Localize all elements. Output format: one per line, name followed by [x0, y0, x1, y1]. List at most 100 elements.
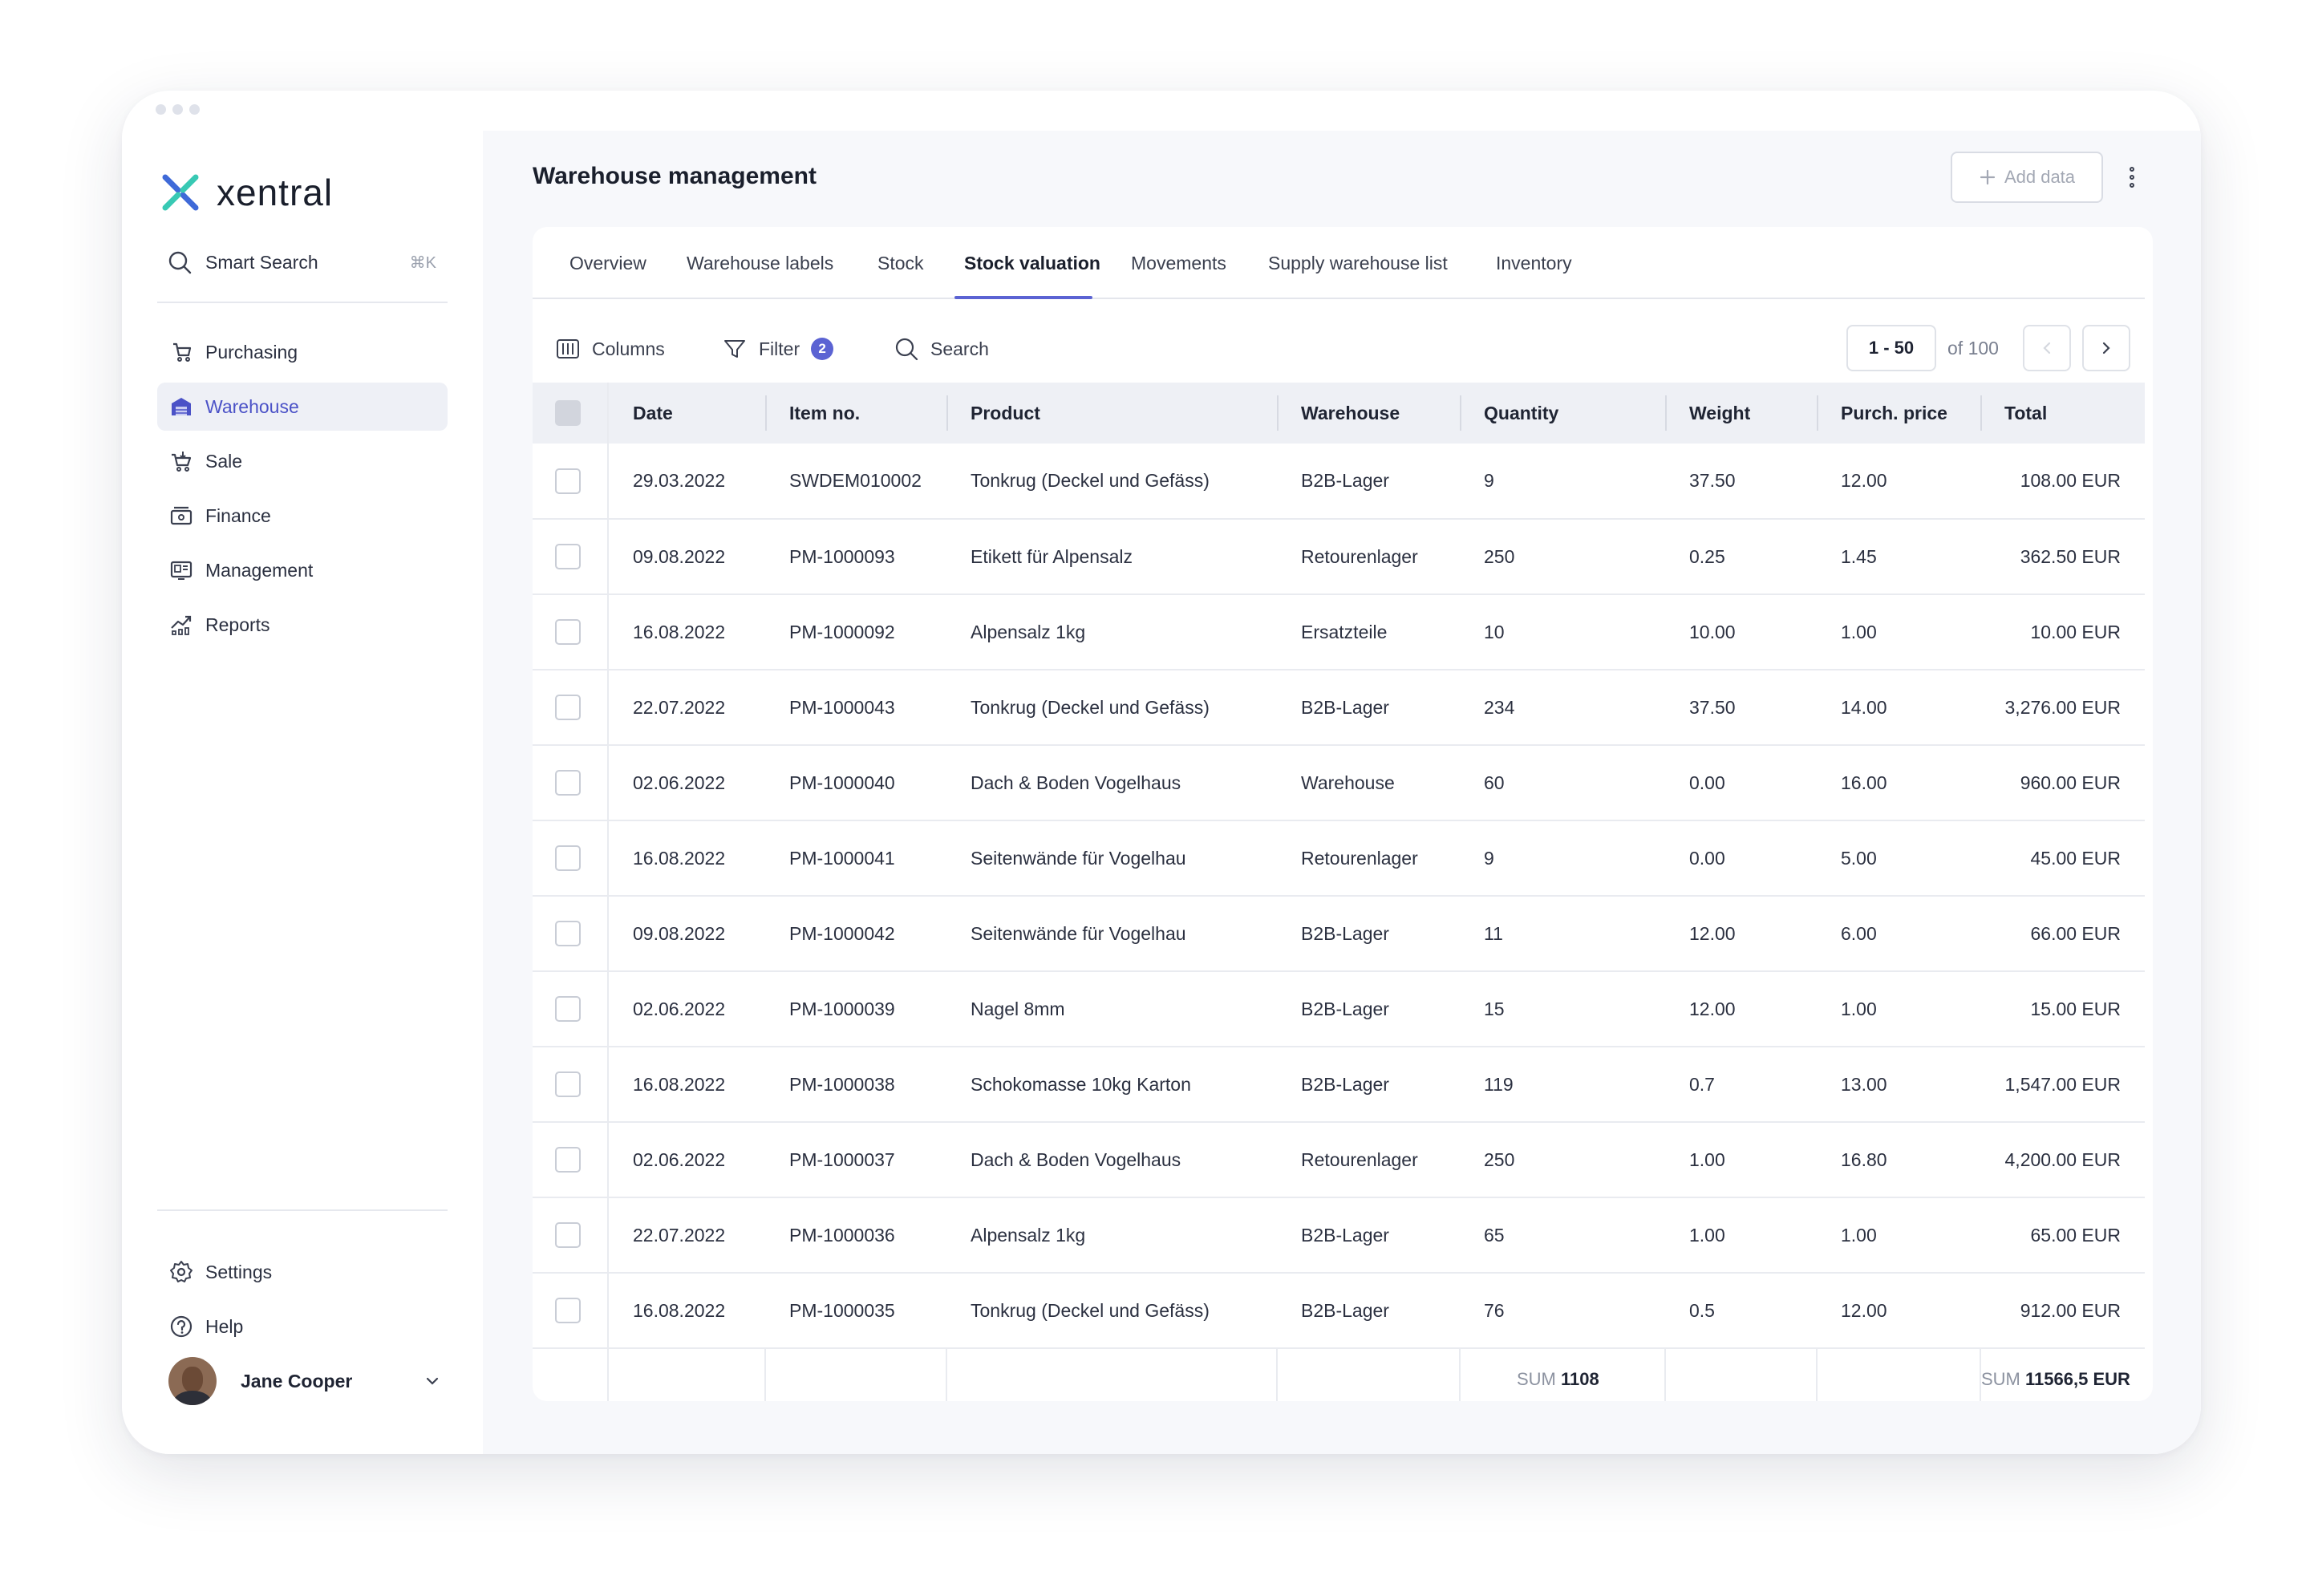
cell-item-no: PM-1000043: [789, 696, 895, 718]
tab-movements[interactable]: Movements: [1131, 252, 1226, 273]
sidebar-item-settings[interactable]: Settings: [157, 1248, 448, 1296]
cell-purch-price: 1.00: [1841, 1224, 1877, 1246]
add-data-button[interactable]: Add data: [1951, 152, 2103, 203]
row-checkbox[interactable]: [555, 1147, 581, 1173]
column-header-quantity[interactable]: Quantity: [1460, 383, 1665, 444]
sum-cell-empty: [946, 1348, 1278, 1401]
select-all-checkbox[interactable]: [555, 400, 581, 426]
cell-date: 16.08.2022: [633, 1299, 726, 1321]
columns-button[interactable]: Columns: [555, 301, 665, 397]
table-search[interactable]: Search: [894, 301, 989, 397]
filter-button[interactable]: Filter 2: [722, 301, 834, 397]
row-checkbox[interactable]: [555, 695, 581, 720]
table-row[interactable]: 02.06.2022 PM-1000040 Dach & Boden Vogelha…: [533, 745, 2145, 820]
brand-logo[interactable]: xentral: [160, 171, 333, 214]
cell-purch-price: 1.00: [1841, 621, 1877, 642]
row-checkbox[interactable]: [555, 619, 581, 645]
cell-total: 1,547.00 EUR: [2004, 1073, 2121, 1095]
cell-weight: 12.00: [1689, 998, 1736, 1019]
sidebar-item-label: Sale: [205, 450, 243, 472]
column-header-weight[interactable]: Weight: [1665, 383, 1817, 444]
table-row[interactable]: 09.08.2022 PM-1000042 Seitenwände für Voge…: [533, 896, 2145, 971]
row-checkbox[interactable]: [555, 770, 581, 796]
cell-item-no: PM-1000040: [789, 772, 895, 793]
cell-quantity: 10: [1484, 621, 1505, 642]
column-header-product[interactable]: Product: [946, 383, 1277, 444]
table-row[interactable]: 29.03.2022 SWDEM010002 Tonkrug (Deckel und…: [533, 444, 2145, 519]
user-menu[interactable]: Jane Cooper: [168, 1355, 441, 1407]
tab-stock-valuation[interactable]: Stock valuation: [964, 252, 1100, 273]
cell-date: 16.08.2022: [633, 847, 726, 869]
sidebar-item-finance[interactable]: Finance: [157, 492, 448, 540]
cell-purch-price: 12.00: [1841, 470, 1887, 491]
window-dot[interactable]: [172, 104, 183, 115]
window-dot[interactable]: [156, 104, 166, 115]
cell-item-no: PM-1000093: [789, 545, 895, 567]
gear-icon: [170, 1261, 192, 1282]
tab-stock[interactable]: Stock: [877, 252, 924, 273]
column-header-total[interactable]: Total: [1980, 383, 2145, 444]
prev-page-button[interactable]: [2023, 325, 2071, 371]
main-content: Warehouse management Add data Overview W…: [483, 131, 2201, 1454]
row-select-cell: [533, 896, 609, 971]
tab-supply-warehouse-list[interactable]: Supply warehouse list: [1268, 252, 1448, 273]
row-checkbox[interactable]: [555, 468, 581, 494]
row-checkbox[interactable]: [555, 921, 581, 946]
row-select-cell: [533, 1047, 609, 1122]
tab-inventory[interactable]: Inventory: [1496, 252, 1572, 273]
reports-icon: [171, 615, 192, 635]
table-row[interactable]: 16.08.2022 PM-1000041 Seitenwände für Voge…: [533, 820, 2145, 896]
tab-warehouse-labels[interactable]: Warehouse labels: [687, 252, 834, 273]
table-row[interactable]: 02.06.2022 PM-1000039 Nagel 8mm B2B-Lager 15…: [533, 971, 2145, 1047]
sidebar-item-sale[interactable]: Sale: [157, 437, 448, 485]
table-row[interactable]: 09.08.2022 PM-1000093 Etikett für Alpensal…: [533, 519, 2145, 594]
window-dot[interactable]: [189, 104, 200, 115]
row-checkbox[interactable]: [555, 1298, 581, 1323]
help-icon: [170, 1315, 192, 1338]
row-checkbox[interactable]: [555, 1222, 581, 1248]
active-tab-indicator: [954, 296, 1092, 299]
table-row[interactable]: 22.07.2022 PM-1000043 Tonkrug (Deckel und …: [533, 670, 2145, 745]
filter-icon: [724, 340, 745, 358]
cell-product: Tonkrug (Deckel und Gefäss): [971, 1299, 1210, 1321]
quantity-sum-value: 1108: [1561, 1368, 1599, 1389]
row-checkbox[interactable]: [555, 544, 581, 569]
columns-label: Columns: [592, 338, 665, 359]
sidebar-item-label: Help: [205, 1315, 244, 1337]
column-header-purch-price[interactable]: Purch. price: [1817, 383, 1980, 444]
purchasing-icon: [173, 342, 192, 362]
sidebar-item-reports[interactable]: Reports: [157, 601, 448, 649]
column-header-item-no[interactable]: Item no.: [765, 383, 946, 444]
row-checkbox[interactable]: [555, 845, 581, 871]
tab-overview[interactable]: Overview: [569, 252, 646, 273]
pagination-range[interactable]: 1 - 50: [1846, 325, 1936, 371]
sidebar-item-management[interactable]: Management: [157, 546, 448, 594]
sidebar-item-help[interactable]: Help: [157, 1302, 448, 1351]
cell-date: 09.08.2022: [633, 545, 726, 567]
more-options-icon[interactable]: [2124, 158, 2140, 196]
column-header-date[interactable]: Date: [633, 402, 673, 423]
bottom-nav: Settings Help: [157, 1248, 448, 1357]
row-checkbox[interactable]: [555, 996, 581, 1022]
cell-total: 65.00 EUR: [2030, 1224, 2121, 1246]
table-row[interactable]: 16.08.2022 PM-1000038 Schokomasse 10kg Kar…: [533, 1047, 2145, 1122]
smart-search-label: Smart Search: [205, 251, 318, 273]
columns-icon: [557, 339, 579, 358]
row-checkbox[interactable]: [555, 1071, 581, 1097]
cell-weight: 0.00: [1689, 772, 1725, 793]
table-row[interactable]: 22.07.2022 PM-1000036 Alpensalz 1kg B2B-Lag…: [533, 1197, 2145, 1273]
cell-quantity: 9: [1484, 470, 1494, 491]
sidebar-item-purchasing[interactable]: Purchasing: [157, 328, 448, 376]
cell-warehouse: Retourenlager: [1301, 545, 1418, 567]
table-row[interactable]: 16.08.2022 PM-1000035 Tonkrug (Deckel und …: [533, 1273, 2145, 1348]
row-select-cell: [533, 519, 609, 594]
cell-purch-price: 1.00: [1841, 998, 1877, 1019]
table-row[interactable]: 16.08.2022 PM-1000092 Alpensalz 1kg Ersatzt…: [533, 594, 2145, 670]
content-card: Overview Warehouse labels Stock Stock va…: [533, 227, 2153, 1401]
next-page-button[interactable]: [2082, 325, 2130, 371]
cell-item-no: PM-1000092: [789, 621, 895, 642]
table-row[interactable]: 02.06.2022 PM-1000037 Dach & Boden Vogelha…: [533, 1122, 2145, 1197]
smart-search[interactable]: Smart Search ⌘K: [157, 237, 446, 288]
column-header-warehouse[interactable]: Warehouse: [1277, 383, 1460, 444]
sidebar-item-warehouse[interactable]: Warehouse: [157, 383, 448, 431]
